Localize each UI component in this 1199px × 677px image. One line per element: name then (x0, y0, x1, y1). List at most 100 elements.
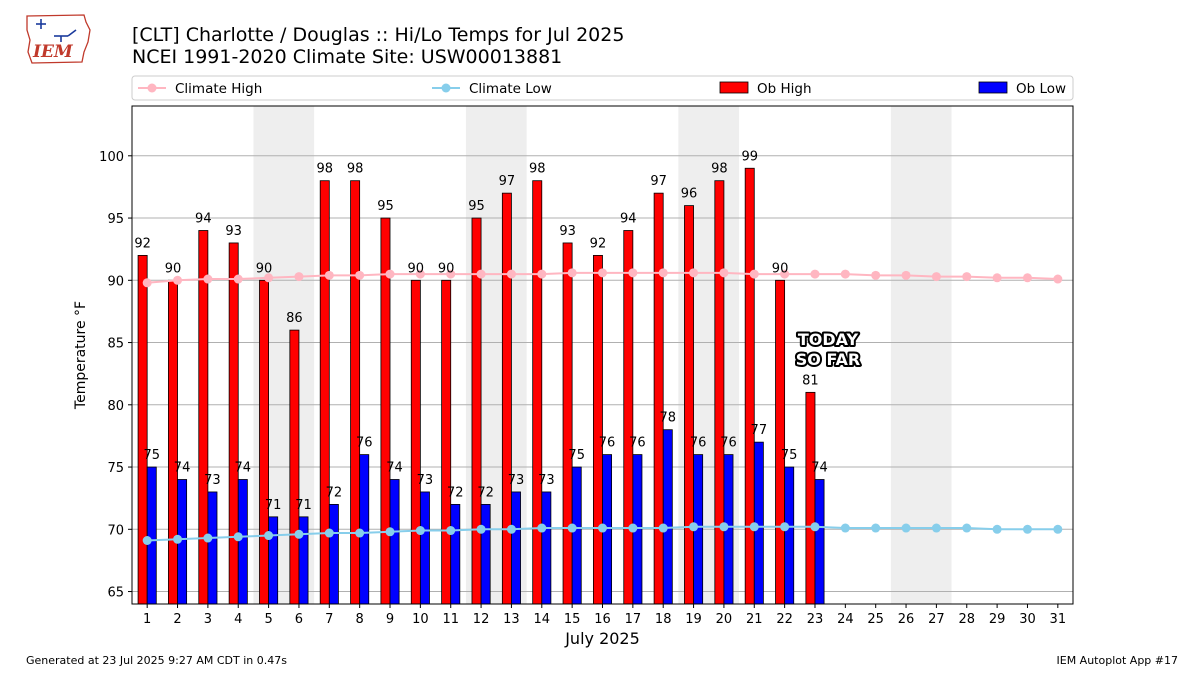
x-tick-label: 6 (295, 612, 303, 627)
climate-high-point (567, 268, 577, 278)
ob-high-label: 90 (256, 261, 273, 276)
x-tick-label: 26 (898, 612, 915, 627)
weekend-shade (890, 106, 952, 604)
ob-high-label: 98 (711, 162, 728, 177)
ob-low-bar (419, 491, 430, 605)
climate-high-point (628, 268, 638, 278)
climate-low-point (567, 523, 577, 533)
legend-label: Climate High (175, 81, 262, 97)
x-tick-label: 9 (386, 612, 394, 627)
x-tick-label: 29 (989, 612, 1006, 627)
x-tick-label: 19 (685, 612, 702, 627)
ob-high-label: 93 (559, 224, 576, 239)
bar-value-labels: 92 90 94 93 90 86 98 98 95 90 90 95 97 98 93 92 94 97 96 98… (134, 149, 827, 513)
ob-low-label: 73 (204, 473, 221, 488)
legend-label: Climate Low (469, 81, 552, 97)
legend-item: Climate High (138, 81, 262, 97)
climate-high-point (658, 268, 668, 278)
x-tick-label: 7 (325, 612, 333, 627)
climate-low-point (1022, 524, 1032, 534)
logo-text: IEM (32, 42, 74, 62)
x-tick-label: 31 (1050, 612, 1067, 627)
ob-high-label: 98 (529, 162, 546, 177)
ob-low-bar (814, 479, 825, 605)
x-tick-label: 11 (442, 612, 459, 627)
climate-high-point (476, 269, 486, 279)
ob-low-label: 73 (417, 473, 434, 488)
ob-high-bar (592, 254, 603, 605)
climate-high-point (415, 269, 425, 279)
climate-low-point (506, 524, 516, 534)
x-tick-label: 21 (746, 612, 763, 627)
y-tick-label: 80 (107, 399, 124, 414)
climate-high-point (142, 278, 152, 288)
climate-low-point (689, 522, 699, 532)
ob-high-bar (350, 180, 361, 605)
ob-high-bar (653, 192, 664, 605)
ob-low-label: 75 (781, 448, 798, 463)
ob-low-label: 74 (811, 461, 828, 476)
x-tick-label: 17 (625, 612, 642, 627)
today-so-far-line: SO FAR (796, 350, 861, 369)
ob-low-bar (207, 491, 218, 605)
climate-high-point (385, 269, 395, 279)
x-tick-label: 5 (264, 612, 272, 627)
climate-low-point (446, 526, 456, 536)
climate-low-point (780, 522, 790, 532)
ob-low-label: 74 (174, 461, 191, 476)
ob-high-label: 90 (438, 261, 455, 276)
climate-low-point (719, 522, 729, 532)
ob-low-label: 76 (690, 436, 707, 451)
ob-high-label: 97 (499, 174, 516, 189)
ob-low-bar (571, 466, 582, 605)
climate-low-point (476, 524, 486, 534)
y-tick-label: 90 (107, 274, 124, 289)
ob-low-bar (146, 466, 157, 605)
ob-high-bar (289, 329, 300, 605)
generated-timestamp: Generated at 23 Jul 2025 9:27 AM CDT in … (26, 654, 287, 667)
ob-low-label: 73 (508, 473, 525, 488)
legend-swatch (719, 81, 749, 94)
ob-low-bar (511, 491, 521, 605)
ob-high-label: 97 (650, 174, 667, 189)
x-tick-label: 18 (655, 612, 672, 627)
chart-title: [CLT] Charlotte / Douglas :: Hi/Lo Temps… (132, 24, 625, 46)
climate-low-point (173, 534, 183, 544)
climate-high-point (446, 269, 456, 279)
ob-high-label: 90 (165, 261, 182, 276)
ob-high-label: 93 (225, 224, 242, 239)
ob-low-label: 72 (447, 485, 464, 500)
ob-high-bar (805, 391, 816, 605)
climate-high-point (598, 268, 607, 278)
climate-high-point (931, 272, 941, 282)
ob-low-label: 75 (568, 448, 585, 463)
climate-high-point (203, 274, 213, 284)
ob-high-label: 95 (468, 199, 485, 214)
climate-low-point (598, 523, 607, 533)
climate-high-point (810, 269, 820, 279)
climate-high-point (264, 273, 274, 283)
ob-low-label: 71 (295, 498, 312, 513)
x-tick-label: 14 (534, 612, 551, 627)
climate-low-point (840, 523, 850, 533)
ob-high-label: 92 (134, 236, 151, 251)
climate-low-point (355, 528, 365, 538)
legend-label: Ob High (757, 81, 812, 97)
climate-lines (142, 268, 1063, 546)
climate-high-point (962, 272, 972, 282)
ob-low-label: 78 (659, 411, 676, 426)
x-tick-label: 13 (503, 612, 520, 627)
ob-high-label: 98 (316, 162, 333, 177)
ob-high-bar (410, 279, 421, 605)
y-tick-label: 100 (99, 150, 124, 165)
y-tick-label: 70 (107, 523, 124, 538)
x-tick-label: 8 (356, 612, 364, 627)
ob-low-bar (784, 466, 795, 605)
ob-high-label: 86 (286, 311, 303, 326)
climate-low-point (233, 532, 243, 542)
climate-low-point (931, 523, 941, 533)
y-tick-label: 65 (107, 586, 124, 601)
legend-item: Ob High (719, 81, 812, 97)
